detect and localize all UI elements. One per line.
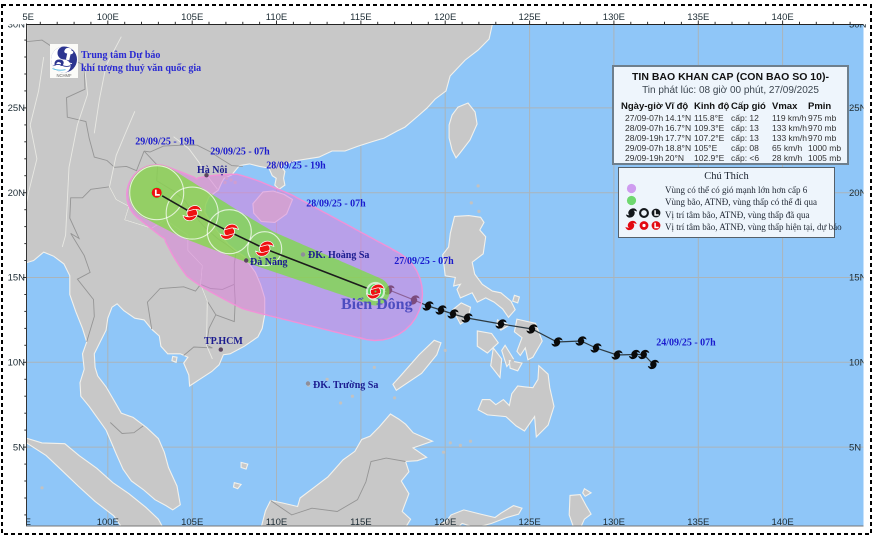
svg-text:28/09/25 - 07h: 28/09/25 - 07h [306, 199, 366, 210]
svg-text:5N: 5N [13, 442, 25, 453]
svg-text:20N: 20N [849, 188, 867, 199]
svg-text:100E: 100E [97, 517, 119, 528]
svg-text:27/09/25 - 07h: 27/09/25 - 07h [394, 256, 454, 267]
svg-text:30N: 30N [849, 20, 867, 31]
svg-text:ĐK. Hoàng Sa: ĐK. Hoàng Sa [308, 250, 369, 261]
svg-text:Biển Đông: Biển Đông [341, 296, 413, 313]
svg-text:110E: 110E [266, 12, 287, 23]
svg-text:5E: 5E [22, 12, 34, 23]
svg-text:Hà Nội: Hà Nội [197, 165, 228, 176]
svg-text:khí tượng thuỷ văn quốc gia: khí tượng thuỷ văn quốc gia [81, 63, 201, 74]
svg-text:120E: 120E [434, 12, 456, 23]
svg-text:5E: 5E [19, 517, 31, 528]
svg-text:105E: 105E [181, 517, 203, 528]
svg-text:125E: 125E [519, 12, 541, 23]
svg-text:130E: 130E [603, 12, 625, 23]
svg-text:10N: 10N [8, 358, 26, 369]
svg-text:15N: 15N [849, 273, 867, 284]
svg-text:140E: 140E [772, 12, 794, 23]
svg-text:100E: 100E [97, 12, 119, 23]
svg-text:25N: 25N [8, 103, 26, 114]
svg-text:125E: 125E [519, 517, 541, 528]
svg-text:30N: 30N [8, 20, 26, 31]
svg-text:29/09/25 - 19h: 29/09/25 - 19h [135, 137, 195, 148]
svg-text:110E: 110E [266, 517, 287, 528]
svg-text:10N: 10N [849, 358, 867, 369]
svg-text:ĐK. Trường Sa: ĐK. Trường Sa [313, 380, 378, 391]
svg-text:NCHMF: NCHMF [56, 73, 72, 78]
svg-text:20N: 20N [8, 188, 26, 199]
svg-text:15N: 15N [8, 273, 26, 284]
svg-text:TP.HCM: TP.HCM [204, 336, 243, 347]
svg-text:115E: 115E [350, 517, 371, 528]
svg-text:28/09/25 - 19h: 28/09/25 - 19h [266, 161, 326, 172]
svg-text:5N: 5N [849, 442, 861, 453]
svg-text:Đà Nẵng: Đà Nẵng [250, 257, 288, 268]
svg-text:120E: 120E [434, 517, 456, 528]
svg-text:130E: 130E [603, 517, 625, 528]
svg-text:Trung tâm Dự báo: Trung tâm Dự báo [81, 50, 160, 61]
svg-text:24/09/25 - 07h: 24/09/25 - 07h [656, 338, 716, 349]
svg-text:115E: 115E [350, 12, 371, 23]
svg-text:29/09/25 - 07h: 29/09/25 - 07h [210, 147, 270, 158]
svg-text:105E: 105E [181, 12, 203, 23]
svg-text:135E: 135E [687, 12, 709, 23]
svg-text:25N: 25N [849, 103, 867, 114]
svg-text:135E: 135E [687, 517, 709, 528]
svg-text:140E: 140E [772, 517, 794, 528]
